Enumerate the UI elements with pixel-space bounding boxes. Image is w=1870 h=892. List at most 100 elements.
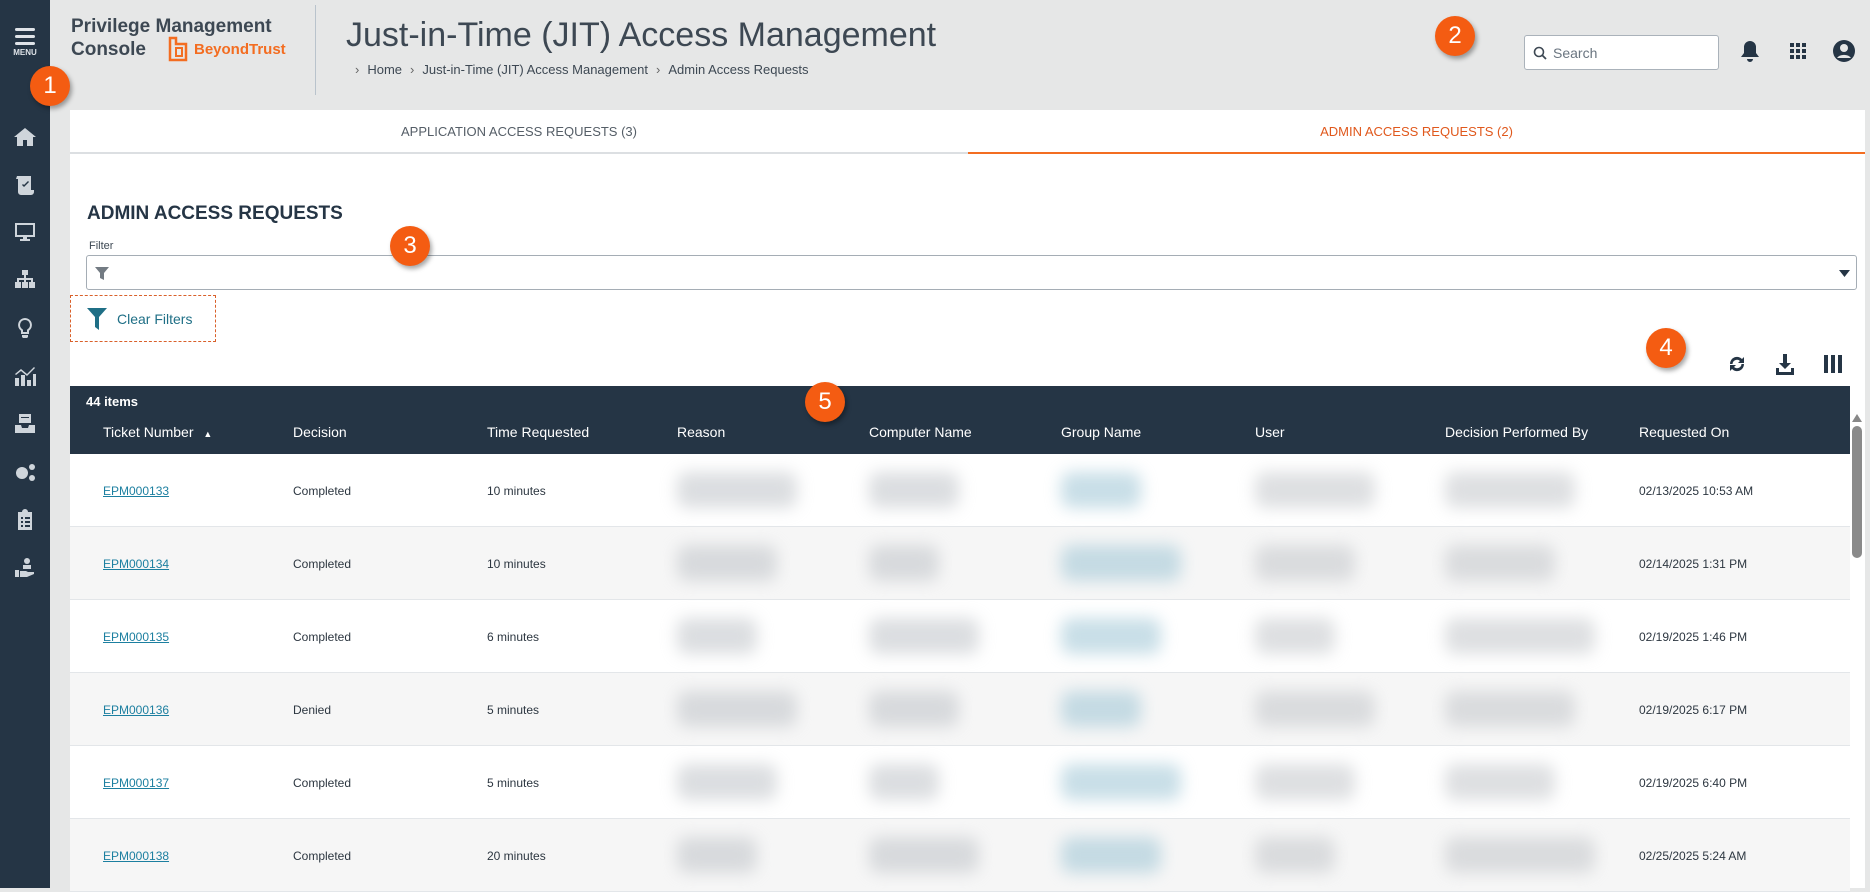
clipboard-icon[interactable] <box>0 505 50 535</box>
column-header-reason[interactable]: Reason <box>677 424 726 440</box>
time-requested-cell: 20 minutes <box>487 848 546 863</box>
lightbulb-icon[interactable] <box>0 313 50 343</box>
redacted-cell <box>677 618 757 654</box>
callout-badge-1: 1 <box>30 66 70 106</box>
ticket-link[interactable]: EPM000137 <box>103 775 170 790</box>
requested-on-cell: 02/19/2025 1:46 PM <box>1639 629 1748 644</box>
ticket-link[interactable]: EPM000134 <box>103 556 170 571</box>
requested-on-cell: 02/14/2025 1:31 PM <box>1639 556 1748 571</box>
column-header-user[interactable]: User <box>1255 424 1285 440</box>
callout-badge-5: 5 <box>805 382 845 422</box>
app-title: Privilege Management Console <box>71 16 272 60</box>
redacted-cell <box>869 472 959 508</box>
breadcrumb-jit[interactable]: Just-in-Time (JIT) Access Management <box>422 62 649 77</box>
home-icon[interactable] <box>0 122 50 152</box>
hand-user-icon[interactable] <box>0 553 50 583</box>
redacted-cell <box>1445 764 1555 800</box>
table-row[interactable]: EPM000138 Completed 20 minutes 02/25/2025 5… <box>70 819 1850 892</box>
redacted-cell <box>1061 764 1181 800</box>
filter-input[interactable] <box>86 255 1857 290</box>
redacted-cell <box>1061 691 1141 727</box>
redacted-cell <box>1255 837 1335 873</box>
redacted-cell <box>869 837 979 873</box>
redacted-cell <box>1445 618 1595 654</box>
table-row[interactable]: EPM000133 Completed 10 minutes 02/13/2025 1… <box>70 454 1850 527</box>
column-header-computer-name[interactable]: Computer Name <box>869 424 972 440</box>
decision-cell: Completed <box>293 848 352 863</box>
clear-filters-button[interactable]: Clear Filters <box>70 295 216 342</box>
apps-grid-icon[interactable] <box>1784 36 1812 66</box>
item-count: 44 items <box>86 394 139 409</box>
policy-icon[interactable] <box>0 170 50 200</box>
table-scrollbar[interactable] <box>1850 412 1864 888</box>
redacted-cell <box>1061 545 1181 581</box>
computer-icon[interactable] <box>0 217 50 247</box>
callout-badge-3: 3 <box>390 226 430 266</box>
column-header-group-name[interactable]: Group Name <box>1061 424 1142 440</box>
inbox-icon[interactable] <box>0 409 50 439</box>
breadcrumb-current: Admin Access Requests <box>668 62 809 77</box>
ticket-link[interactable]: EPM000133 <box>103 483 170 498</box>
redacted-cell <box>1255 472 1375 508</box>
breadcrumb-home[interactable]: Home <box>367 62 403 77</box>
redacted-cell <box>869 545 939 581</box>
columns-icon[interactable] <box>1820 351 1846 377</box>
column-header-requested-on[interactable]: Requested On <box>1639 424 1730 440</box>
clear-filters-label: Clear Filters <box>117 310 193 327</box>
column-header-decision-performed-by[interactable]: Decision Performed By <box>1445 424 1589 440</box>
redacted-cell <box>677 837 757 873</box>
breadcrumb: › Home › Just-in-Time (JIT) Access Managem… <box>355 62 809 77</box>
tab-admin-access-requests[interactable]: ADMIN ACCESS REQUESTS (2) <box>968 110 1865 154</box>
table-row[interactable]: EPM000134 Completed 10 minutes 02/14/2025 1… <box>70 527 1850 600</box>
column-header-decision[interactable]: Decision <box>293 424 347 440</box>
time-requested-cell: 6 minutes <box>487 629 540 644</box>
download-icon[interactable] <box>1772 351 1798 377</box>
ticket-link[interactable]: EPM000138 <box>103 848 170 863</box>
callout-badge-2: 2 <box>1435 16 1475 56</box>
filter-label: Filter <box>89 240 114 252</box>
time-requested-cell: 10 minutes <box>487 556 546 571</box>
refresh-icon[interactable] <box>1724 351 1750 377</box>
decision-cell: Completed <box>293 556 352 571</box>
decision-cell: Completed <box>293 775 352 790</box>
gears-icon[interactable] <box>0 457 50 487</box>
chevron-down-icon[interactable] <box>1839 270 1850 277</box>
scrollbar-thumb[interactable] <box>1852 426 1862 558</box>
redacted-cell <box>677 764 777 800</box>
requested-on-cell: 02/19/2025 6:40 PM <box>1639 775 1748 790</box>
redacted-cell <box>1255 545 1355 581</box>
redacted-cell <box>1445 691 1575 727</box>
redacted-cell <box>677 691 797 727</box>
filter-icon <box>87 307 107 330</box>
column-header-ticket-number[interactable]: Ticket Number ▲ <box>103 424 213 440</box>
section-title: ADMIN ACCESS REQUESTS <box>87 203 343 224</box>
menu-label: MENU <box>13 48 37 57</box>
redacted-cell <box>1061 472 1141 508</box>
menu-button[interactable]: MENU <box>0 28 50 57</box>
search-icon <box>1533 46 1547 60</box>
redacted-cell <box>1255 618 1335 654</box>
redacted-cell <box>869 691 959 727</box>
search-input[interactable]: Search <box>1524 35 1719 70</box>
decision-cell: Denied <box>293 702 332 717</box>
redacted-cell <box>869 618 979 654</box>
ticket-link[interactable]: EPM000135 <box>103 629 170 644</box>
decision-cell: Completed <box>293 629 352 644</box>
column-header-time-requested[interactable]: Time Requested <box>487 424 590 440</box>
hierarchy-icon[interactable] <box>0 265 50 295</box>
callout-badge-4: 4 <box>1646 328 1686 368</box>
header-divider <box>315 5 316 95</box>
table-row[interactable]: EPM000136 Denied 5 minutes 02/19/2025 6:17 … <box>70 673 1850 746</box>
filter-icon <box>95 267 109 280</box>
ticket-link[interactable]: EPM000136 <box>103 702 170 717</box>
tab-application-access-requests[interactable]: APPLICATION ACCESS REQUESTS (3) <box>70 110 968 154</box>
user-account-icon[interactable] <box>1830 36 1858 66</box>
redacted-cell <box>1255 764 1355 800</box>
table-row[interactable]: EPM000137 Completed 5 minutes 02/19/2025 6:… <box>70 746 1850 819</box>
analytics-icon[interactable] <box>0 361 50 391</box>
sidebar: MENU <box>0 0 50 888</box>
hamburger-icon <box>15 28 35 45</box>
bell-icon[interactable] <box>1736 36 1764 66</box>
redacted-cell <box>1445 837 1595 873</box>
table-row[interactable]: EPM000135 Completed 6 minutes 02/19/2025 1:… <box>70 600 1850 673</box>
